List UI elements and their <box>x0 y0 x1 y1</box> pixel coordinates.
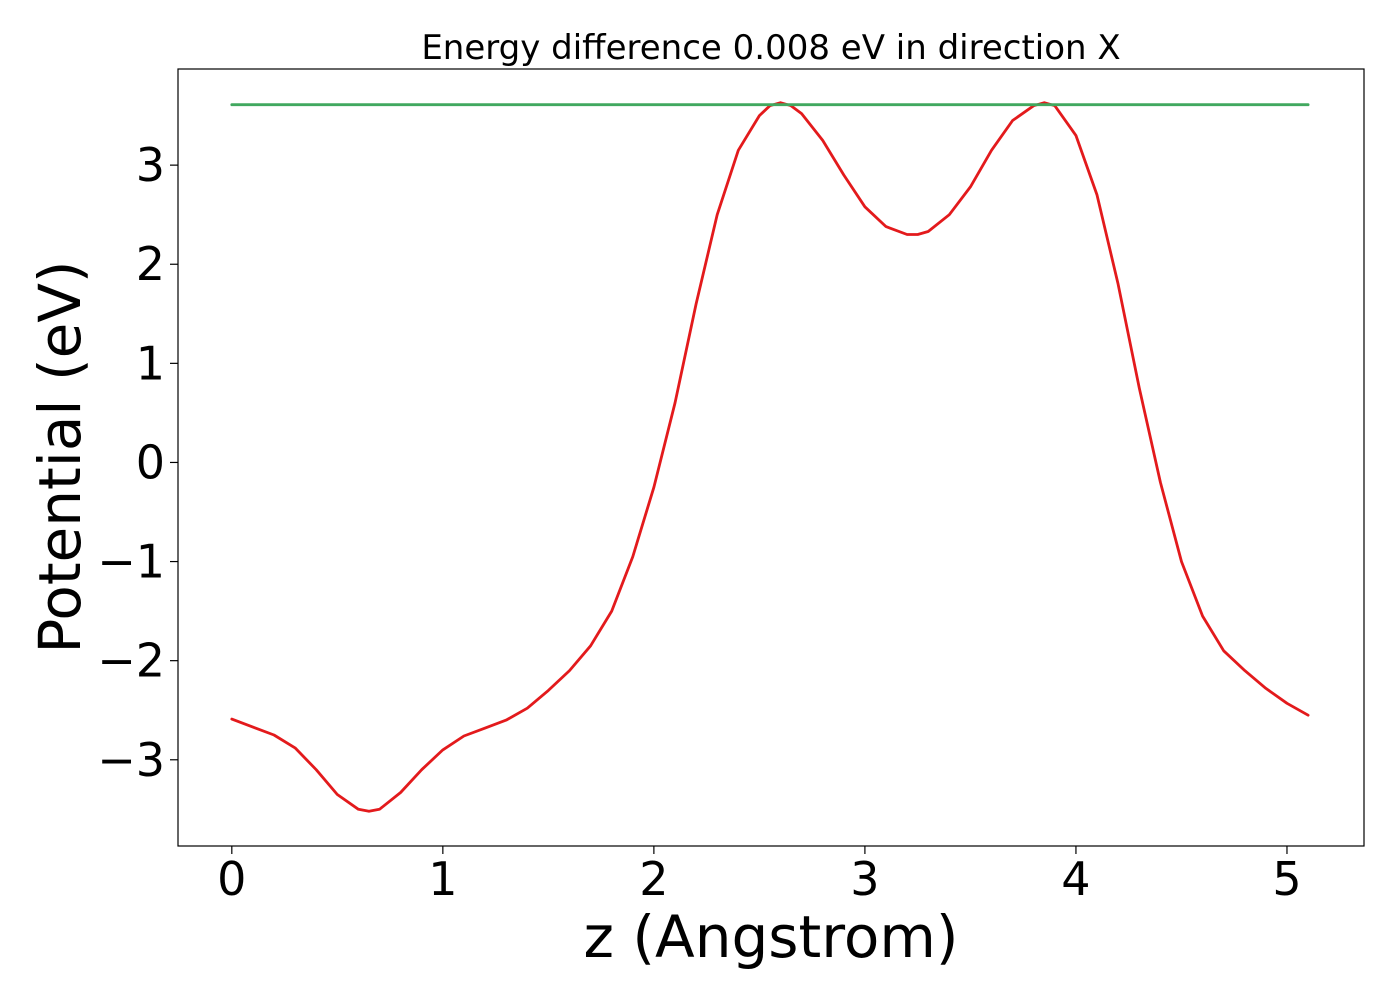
y-tick-label: 2 <box>136 237 165 291</box>
potential-line <box>230 101 1310 813</box>
y-tick-label: 0 <box>136 435 165 489</box>
chart-title: Energy difference 0.008 eV in direction … <box>421 28 1120 68</box>
x-tick-label: 0 <box>217 852 246 906</box>
y-tick-label: 3 <box>136 138 165 192</box>
y-axis-ticks: −3 −2 −1 0 1 2 3 <box>97 138 178 787</box>
y-tick-label: −2 <box>97 634 165 688</box>
x-axis-label: z (Angstrom) <box>584 903 959 971</box>
x-tick-label: 5 <box>1272 852 1301 906</box>
plot-frame <box>177 68 1365 847</box>
x-tick-label: 1 <box>428 852 457 906</box>
y-tick-label: −1 <box>97 535 165 589</box>
x-tick-label: 3 <box>850 852 879 906</box>
y-tick-label: 1 <box>136 336 165 390</box>
x-axis-ticks: 0 1 2 3 4 5 <box>217 846 1302 906</box>
series-layer <box>230 101 1310 813</box>
x-tick-label: 4 <box>1061 852 1090 906</box>
y-axis-label: Potential (eV) <box>26 260 94 653</box>
x-tick-label: 2 <box>639 852 668 906</box>
y-tick-label: −3 <box>97 733 165 787</box>
